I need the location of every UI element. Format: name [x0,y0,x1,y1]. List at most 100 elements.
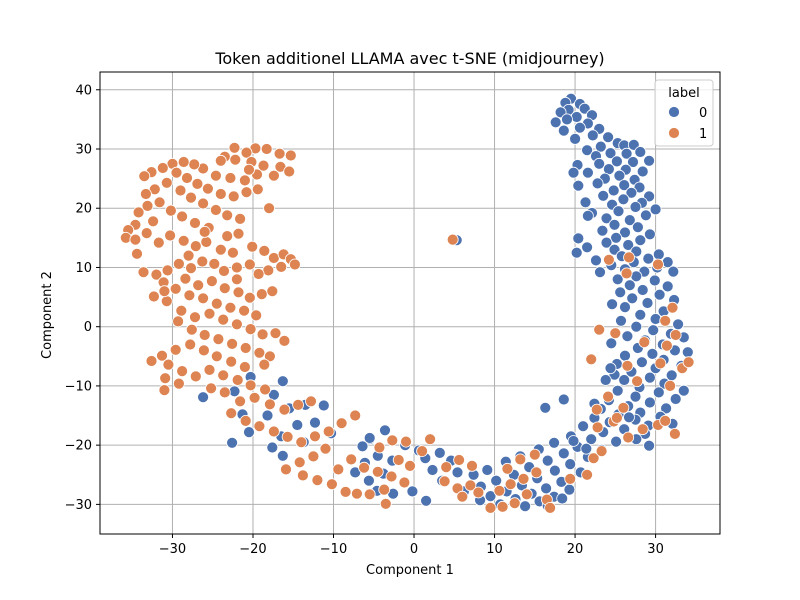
point-label-1 [438,475,451,488]
point-label-1 [307,450,320,463]
point-label-1 [258,358,271,371]
point-label-1 [398,476,411,489]
point-label-1 [379,497,392,510]
point-label-1 [185,191,197,204]
point-label-1 [484,501,497,514]
point-label-0 [585,433,598,446]
point-label-1 [609,327,622,340]
point-label-1 [175,304,188,317]
point-label-1 [244,379,257,392]
point-label-0 [643,154,655,167]
point-label-0 [580,442,593,455]
point-label-1 [669,427,681,440]
point-label-1 [239,414,252,427]
point-label-0 [317,399,330,412]
point-label-1 [177,156,190,168]
point-label-1 [217,369,230,382]
point-label-1 [221,209,234,222]
point-label-1 [259,383,272,396]
point-label-1 [174,184,187,197]
point-label-0 [564,458,577,471]
point-label-0 [266,441,279,454]
point-label-1 [214,243,227,256]
point-label-1 [238,361,251,373]
point-label-1 [504,478,517,491]
point-label-0 [570,111,583,123]
point-label-0 [661,280,674,293]
point-label-0 [643,439,655,452]
point-label-0 [621,330,634,343]
point-label-1 [611,411,623,424]
point-label-1 [158,285,171,298]
point-label-1 [159,372,172,385]
point-label-1 [231,374,244,386]
point-label-1 [246,240,259,253]
point-label-1 [267,169,280,182]
point-label-1 [385,470,398,483]
point-label-1 [210,350,223,363]
point-label-0 [641,297,654,309]
point-label-1 [256,328,269,341]
point-label-1 [659,414,672,427]
point-label-1 [238,304,251,317]
point-label-1 [137,266,150,279]
point-label-1 [593,323,606,336]
point-label-0 [490,474,503,487]
point-label-0 [642,252,655,265]
point-label-0 [652,386,665,399]
point-label-1 [203,307,216,320]
point-label-1 [232,286,245,299]
point-label-1 [278,334,291,347]
point-label-1 [230,261,243,274]
point-label-0 [633,181,646,194]
point-label-1 [218,265,230,277]
point-label-1 [587,452,600,465]
point-label-0 [669,393,682,405]
point-label-0 [597,189,610,202]
point-label-1 [238,174,251,187]
point-label-0 [644,371,656,384]
point-label-1 [152,236,165,249]
point-label-1 [141,199,154,212]
point-label-1 [623,251,635,264]
point-label-0 [197,391,210,404]
point-label-0 [451,466,464,479]
point-label-0 [626,292,639,305]
point-label-0 [276,449,289,462]
point-label-0 [600,212,613,225]
point-label-1 [404,459,416,472]
point-label-1 [230,318,243,331]
point-label-1 [400,435,412,448]
point-label-1 [335,417,348,430]
x-tick-label: 20 [567,542,584,557]
point-label-0 [627,156,639,168]
legend-marker-0 [668,106,680,118]
point-label-1 [350,487,363,500]
point-label-1 [129,233,142,246]
point-label-0 [625,186,638,199]
point-label-1 [221,230,234,243]
point-label-0 [615,314,627,327]
point-label-0 [648,274,661,287]
x-tick-label: −10 [320,542,347,557]
point-label-1 [205,275,218,288]
point-label-1 [250,309,263,322]
point-label-1 [184,338,197,351]
point-label-1 [189,311,201,324]
point-label-1 [169,343,182,356]
point-label-1 [373,441,386,454]
point-label-1 [595,445,608,458]
legend: label 0 1 [654,79,714,147]
point-label-1 [162,358,175,371]
point-label-1 [210,297,223,310]
point-label-1 [295,436,308,449]
point-label-0 [426,464,439,476]
point-label-0 [647,324,660,337]
point-label-1 [603,253,615,266]
y-axis-title: Component 2 [40,271,55,359]
point-label-1 [160,176,173,189]
point-label-1 [179,272,192,285]
point-label-1 [147,215,160,228]
point-label-1 [119,231,132,244]
